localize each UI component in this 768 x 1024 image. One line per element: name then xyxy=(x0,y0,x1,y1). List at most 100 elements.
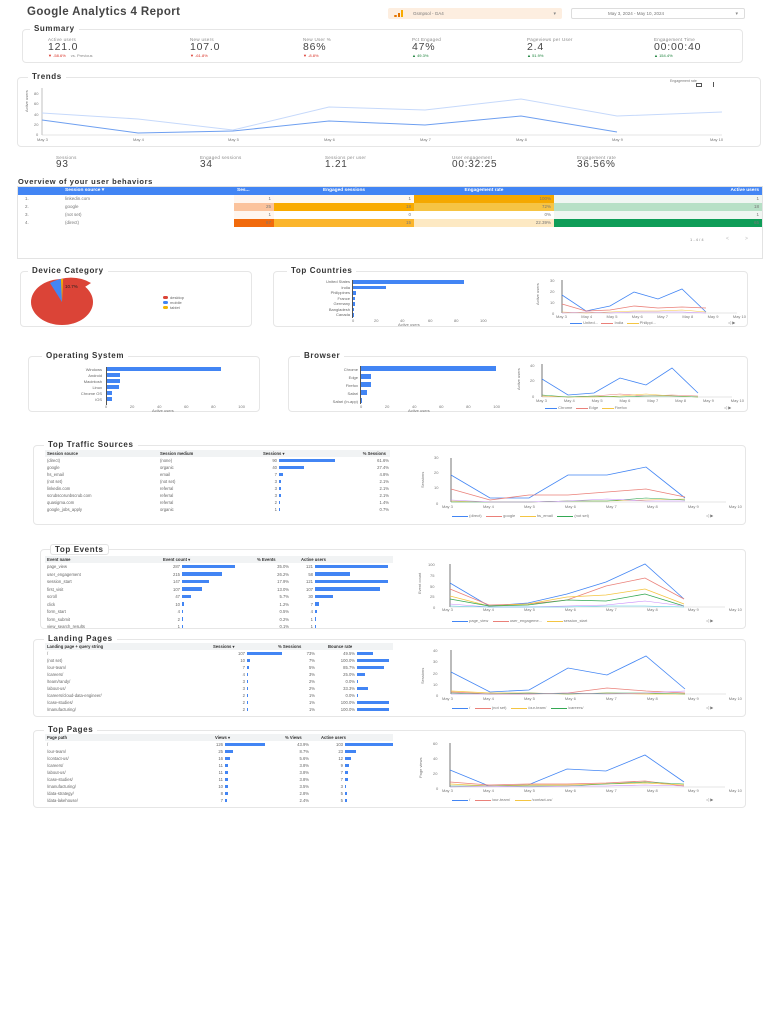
table-row[interactable]: /careers/11 3.8% 9 xyxy=(45,763,393,770)
table-row[interactable]: (not set) 10 7% 100.0% xyxy=(45,658,393,665)
table-row[interactable]: /case-studies/11 3.8% 7 xyxy=(45,777,393,784)
col-active-users[interactable]: Active users xyxy=(301,557,326,562)
table-row[interactable]: /about-us/3 2% 33.3% xyxy=(45,686,393,693)
table-row[interactable]: /careers/4 3% 25.0% xyxy=(45,672,393,679)
table-row[interactable]: user_engagement 215 26.2% 58 xyxy=(45,572,393,580)
table-row[interactable]: (not set) (not set) 3 2.1% xyxy=(45,479,393,486)
table-row[interactable]: google_jobs_apply organic 1 0.7% xyxy=(45,507,393,514)
bar-firefox[interactable] xyxy=(361,382,371,387)
more-options-icon[interactable] xyxy=(713,82,714,87)
table-row[interactable]: (direct) (none) 90 61.6% xyxy=(45,458,393,465)
cell-users: 1 xyxy=(310,624,313,629)
col-sessions[interactable]: Sessions ▾ xyxy=(213,644,235,649)
bar-android[interactable] xyxy=(107,373,120,377)
cell-users: 107 xyxy=(306,586,313,592)
table-row[interactable]: google organic 40 27.4% xyxy=(45,465,393,472)
col-active-users[interactable]: Active users xyxy=(730,188,759,193)
table-row[interactable]: hs_email email 7 4.8% xyxy=(45,472,393,479)
bar-india[interactable] xyxy=(353,285,386,289)
col-event-name[interactable]: Event name xyxy=(47,557,71,562)
bar-germany[interactable] xyxy=(353,302,355,306)
col-bounce-rate[interactable]: Bounce rate xyxy=(328,644,353,649)
table-row[interactable]: session_start 147 17.9% 121 xyxy=(45,579,393,587)
table-row[interactable]: /our-team/25 8.7% 23 xyxy=(45,749,393,756)
bar-safari[interactable] xyxy=(361,390,367,395)
bar-safari-in-app[interactable] xyxy=(361,398,362,403)
col-landing-page[interactable]: Landing page + query string xyxy=(47,644,104,649)
bar-ios[interactable] xyxy=(107,397,112,401)
property-selector[interactable]: Gsmpsol - GA4 ▾ xyxy=(388,8,562,19)
bar-chrome[interactable] xyxy=(361,366,496,371)
col-engaged-sessions[interactable]: Engaged sessions xyxy=(322,188,366,193)
bar-macintosh[interactable] xyxy=(107,379,120,383)
col-sessions[interactable]: Ses... xyxy=(237,188,250,193)
col-active-users[interactable]: Active users xyxy=(321,735,346,740)
col-session-source[interactable]: Session source xyxy=(47,451,78,456)
table-row[interactable]: /data-lakehouse/7 2.4% 5 xyxy=(45,798,393,805)
table-row[interactable]: form_start 4 0.5% 4 xyxy=(45,609,393,617)
legend-page-arrow-icon[interactable]: ◁ ▶ xyxy=(706,513,714,518)
bar-bangladesh[interactable] xyxy=(353,307,354,311)
bar-chrome-os[interactable] xyxy=(107,391,112,395)
table-row[interactable]: click 10 1.2% 7 xyxy=(45,602,393,610)
chart-view-toggle-icon[interactable] xyxy=(696,83,702,87)
traffic-line-chart xyxy=(450,458,726,503)
table-row[interactable]: first_visit 107 13.0% 107 xyxy=(45,587,393,595)
table-row[interactable]: view_search_results 1 0.1% 1 xyxy=(45,624,393,632)
col-views[interactable]: Views ▾ xyxy=(215,735,231,740)
bar-edge[interactable] xyxy=(361,374,371,379)
x-tick: May 5 xyxy=(228,137,239,142)
legend-line-icon xyxy=(550,707,567,709)
date-range-selector[interactable]: May 3, 2024 - May 10, 2024 ▾ xyxy=(571,8,745,19)
cell-users: 7 xyxy=(310,601,313,607)
table-row[interactable]: /our-team/7 5% 85.7% xyxy=(45,665,393,672)
table-row[interactable]: scroll 47 5.7% 30 xyxy=(45,594,393,602)
table-row[interactable]: form_submit 2 0.2% 1 xyxy=(45,617,393,625)
table-row[interactable]: /manufacturing/2 1% 100.0% xyxy=(45,707,393,714)
table-row[interactable]: linkedin.com referral 3 2.1% xyxy=(45,486,393,493)
cell-source: hs_email xyxy=(47,472,64,477)
pages-line-legend: / /our-team/ /contact-us/ xyxy=(452,797,553,802)
col-pct-events[interactable]: % Events xyxy=(257,557,276,562)
bar-linux[interactable] xyxy=(107,385,119,389)
legend-page-arrow-icon[interactable]: ◁ ▶ xyxy=(706,618,714,623)
legend-page-arrow-icon[interactable]: ◁ ▶ xyxy=(724,405,732,410)
col-event-count[interactable]: Event count ▾ xyxy=(163,557,191,562)
table-row[interactable]: /manufacturing/10 3.5% 3 xyxy=(45,784,393,791)
col-pct-views[interactable]: % Views xyxy=(285,735,302,740)
col-page-path[interactable]: Page path xyxy=(47,735,68,740)
table-row[interactable]: scrubscorunbscrub.com referral 3 2.1% xyxy=(45,493,393,500)
y-tick: 10 xyxy=(433,682,438,687)
table-row[interactable]: / 107 73% 49.5% xyxy=(45,651,393,658)
table-row[interactable]: 4. (direct) 67 15 22.39% 65 xyxy=(18,219,762,227)
table-row[interactable]: /case-studies/2 1% 100.0% xyxy=(45,700,393,707)
col-session-medium[interactable]: Session medium xyxy=(160,451,194,456)
bar-france[interactable] xyxy=(353,296,355,300)
table-row[interactable]: /contact-us/16 5.6% 12 xyxy=(45,756,393,763)
legend-page-arrow-icon[interactable]: ◁ ▶ xyxy=(728,320,736,325)
table-row[interactable]: / 126 43.9% 103 xyxy=(45,742,393,749)
table-row[interactable]: /about-us/11 3.8% 7 xyxy=(45,770,393,777)
legend-page-arrow-icon[interactable]: ◁ ▶ xyxy=(706,797,714,802)
prev-page-button[interactable]: < xyxy=(726,236,729,242)
table-row[interactable]: 2. google 25 18 72% 18 xyxy=(18,203,762,211)
col-sessions[interactable]: Sessions ▾ xyxy=(263,451,285,456)
table-row[interactable]: /careers/cloud-data-engineer/2 1% 0.0% xyxy=(45,693,393,700)
bar-canada[interactable] xyxy=(353,313,354,317)
legend-page-arrow-icon[interactable]: ◁ ▶ xyxy=(706,705,714,710)
next-page-button[interactable]: > xyxy=(745,236,748,242)
bar-windows[interactable] xyxy=(107,367,221,371)
table-row[interactable]: 3. (not set) 1 0 0% 1 xyxy=(18,211,762,219)
col-pct-sessions[interactable]: % Sessions xyxy=(362,451,386,456)
table-row[interactable]: /team/randy/3 2% 0.0% xyxy=(45,679,393,686)
col-engagement-rate[interactable]: Engagement rate xyxy=(464,188,504,193)
col-session-source[interactable]: Session source ▾ xyxy=(65,188,105,193)
table-row[interactable]: page_view 287 35.0% 121 xyxy=(45,564,393,572)
col-pct-sessions[interactable]: % Sessions xyxy=(278,644,302,649)
table-row[interactable]: /data-strategy/8 2.8% 5 xyxy=(45,791,393,798)
table-row[interactable]: quasigma.com referral 2 1.4% xyxy=(45,500,393,507)
cell-pct: 3.5% xyxy=(299,784,309,789)
table-row[interactable]: 1. linkedin.com 1 1 100% 1 xyxy=(18,195,762,203)
bar-united-states[interactable] xyxy=(353,280,464,284)
bar-philippines[interactable] xyxy=(353,291,356,295)
